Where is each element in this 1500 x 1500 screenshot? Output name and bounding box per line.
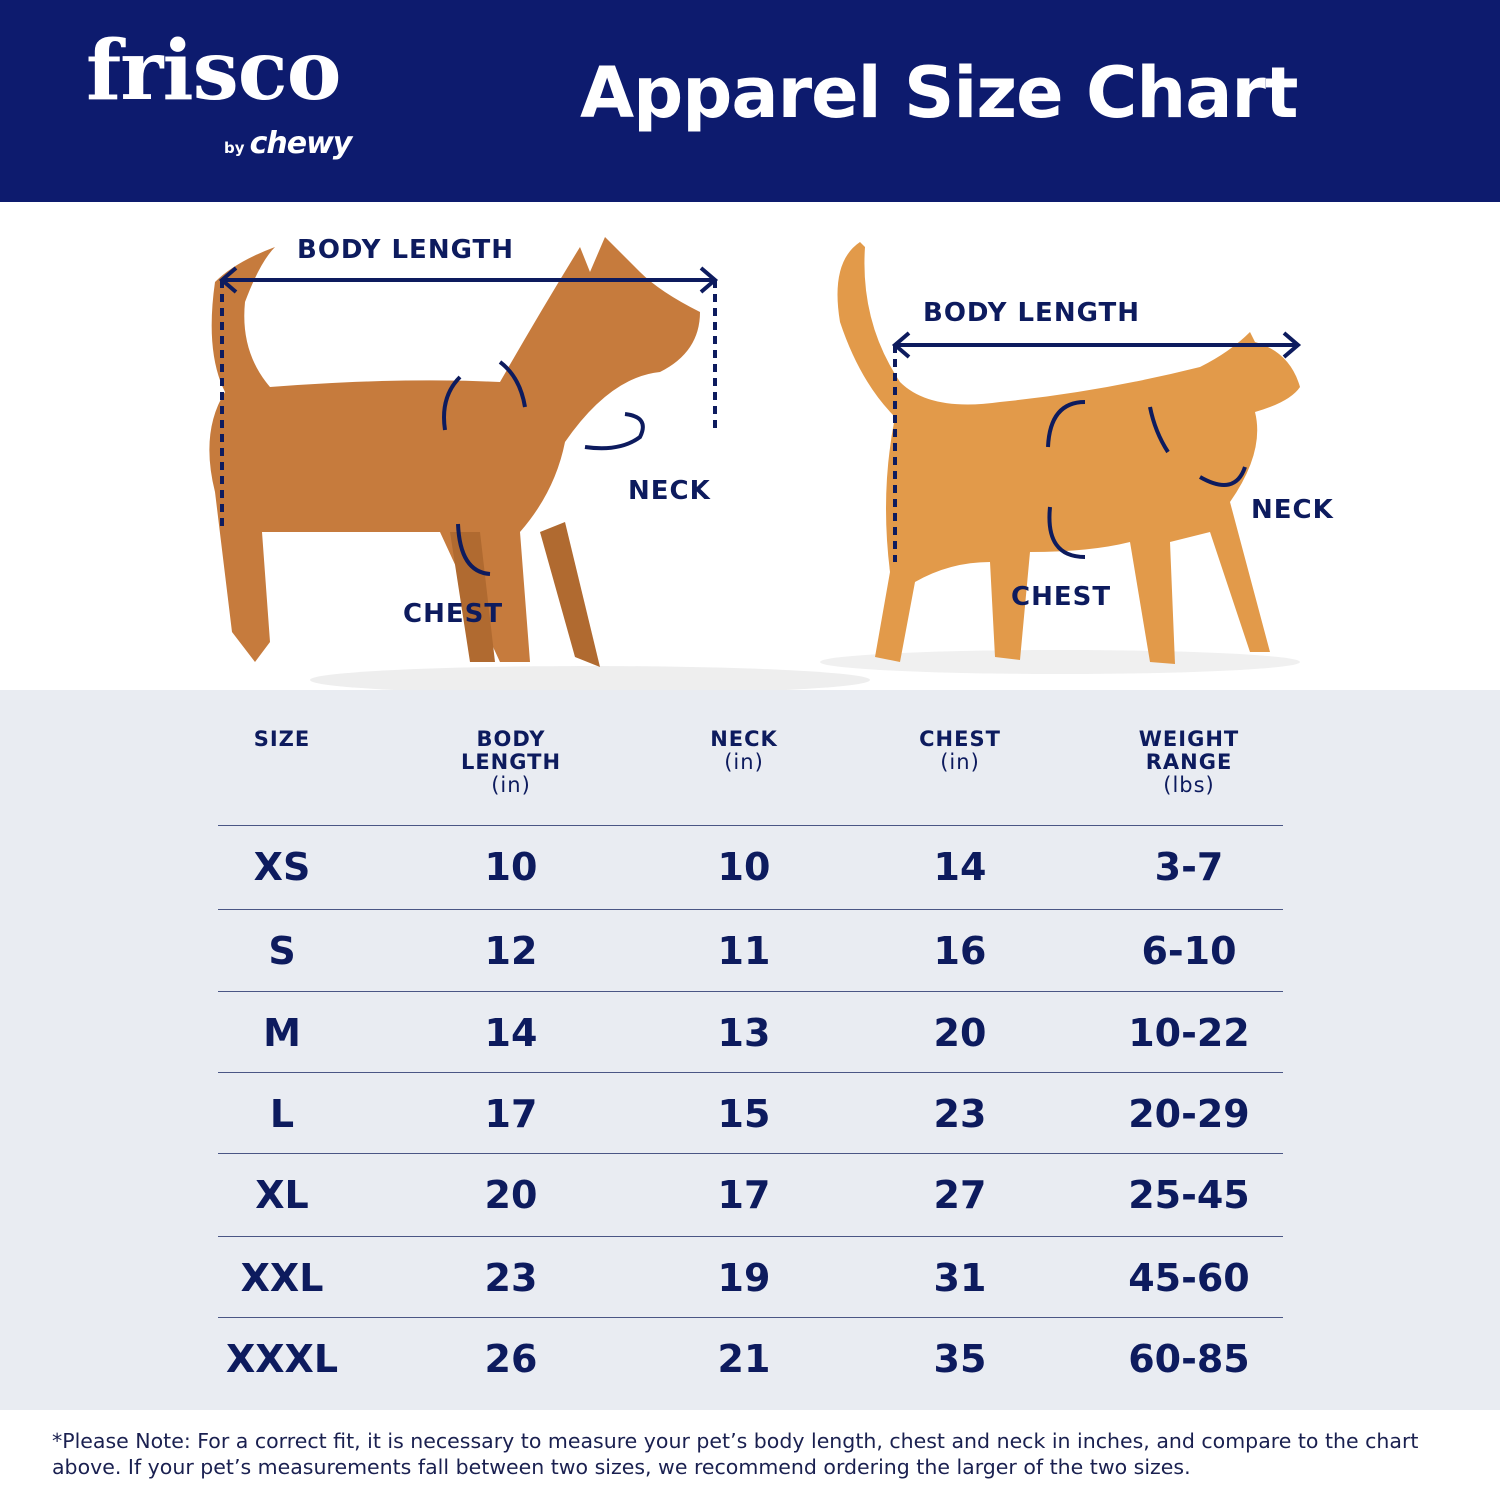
page-title: Apparel Size Chart	[580, 52, 1298, 134]
table-row: M 14 13 20 10-22	[218, 991, 1283, 1074]
column-header-label: BODY LENGTH	[460, 727, 562, 774]
table-cell: 15	[717, 1092, 771, 1136]
table-cell: 6-10	[1141, 929, 1237, 973]
table-cell: 3-7	[1154, 845, 1224, 889]
dog-neck-label: NECK	[628, 476, 711, 506]
table-row: S 12 11 16 6-10	[218, 909, 1283, 992]
table-cell: 11	[717, 929, 771, 973]
column-header-label: WEIGHT RANGE	[1138, 727, 1240, 774]
cat-chest-label: CHEST	[1011, 582, 1112, 612]
column-header-label: NECK	[710, 727, 778, 751]
table-cell: 23	[484, 1256, 538, 1300]
column-header: CHEST (in)	[860, 728, 1060, 774]
column-header: WEIGHT RANGE (lbs)	[1089, 728, 1289, 797]
table-row: XL 20 17 27 25-45	[218, 1153, 1283, 1236]
table-cell: 35	[933, 1337, 987, 1381]
column-header: NECK (in)	[644, 728, 844, 774]
header-banner: frisco by chewy Apparel Size Chart	[0, 0, 1500, 202]
table-cell: 17	[717, 1173, 771, 1217]
table-cell: 16	[933, 929, 987, 973]
dog-chest-label: CHEST	[403, 599, 504, 629]
logo-wordmark: frisco	[86, 23, 341, 119]
table-cell: XXXL	[225, 1337, 339, 1381]
column-header: SIZE	[182, 728, 382, 751]
table-row: XXL 23 19 31 45-60	[218, 1236, 1283, 1319]
table-cell: M	[263, 1011, 301, 1055]
table-cell: 10	[717, 845, 771, 889]
column-header-label: SIZE	[253, 727, 311, 751]
dog-body-length-label: BODY LENGTH	[297, 235, 514, 265]
fit-note: *Please Note: For a correct fit, it is n…	[52, 1429, 1419, 1479]
table-cell: 20	[484, 1173, 538, 1217]
size-table: SIZE BODY LENGTH (in) NECK (in) CHEST (in) WEIG…	[0, 690, 1500, 1410]
table-cell: 25-45	[1128, 1173, 1250, 1217]
table-cell: 45-60	[1128, 1256, 1250, 1300]
table-cell: 14	[933, 845, 987, 889]
column-unit: (in)	[491, 773, 531, 797]
table-cell: 10	[484, 845, 538, 889]
table-cell: L	[269, 1092, 295, 1136]
table-cell: 13	[717, 1011, 771, 1055]
table-cell: 21	[717, 1337, 771, 1381]
cat-neck-label: NECK	[1251, 495, 1334, 525]
logo-chewy: chewy	[249, 126, 353, 161]
cat-image	[820, 242, 1300, 674]
table-cell: 23	[933, 1092, 987, 1136]
table-cell: 20-29	[1128, 1092, 1250, 1136]
dog-image	[209, 237, 870, 690]
column-header-label: CHEST	[919, 727, 1001, 751]
measurement-illustration: BODY LENGTH NECK CHEST BODY LENGTH NECK …	[0, 202, 1500, 690]
cat-body-length-label: BODY LENGTH	[923, 298, 1140, 328]
table-cell: 12	[484, 929, 538, 973]
table-cell: 20	[933, 1011, 987, 1055]
column-unit: (in)	[940, 750, 980, 774]
pets-illustration	[209, 237, 1302, 690]
measurement-arrows	[218, 266, 1302, 576]
table-cell: 19	[717, 1256, 771, 1300]
frisco-logo: frisco by chewy	[86, 23, 352, 161]
logo-by: by	[224, 139, 245, 157]
table-row: XXXL 26 21 35 60-85	[218, 1317, 1283, 1400]
table-cell: 17	[484, 1092, 538, 1136]
column-unit: (lbs)	[1163, 773, 1215, 797]
table-cell: XL	[255, 1173, 309, 1217]
column-unit: (in)	[724, 750, 764, 774]
table-cell: 31	[933, 1256, 987, 1300]
table-cell: 26	[484, 1337, 538, 1381]
table-cell: XS	[253, 845, 311, 889]
table-cell: 27	[933, 1173, 987, 1217]
table-cell: 14	[484, 1011, 538, 1055]
table-row: L 17 15 23 20-29	[218, 1072, 1283, 1155]
table-cell: S	[268, 929, 296, 973]
column-header: BODY LENGTH (in)	[411, 728, 611, 797]
table-cell: 60-85	[1128, 1337, 1250, 1381]
table-cell: XXL	[240, 1256, 324, 1300]
table-cell: 10-22	[1128, 1011, 1250, 1055]
table-row: XS 10 10 14 3-7	[218, 825, 1283, 908]
